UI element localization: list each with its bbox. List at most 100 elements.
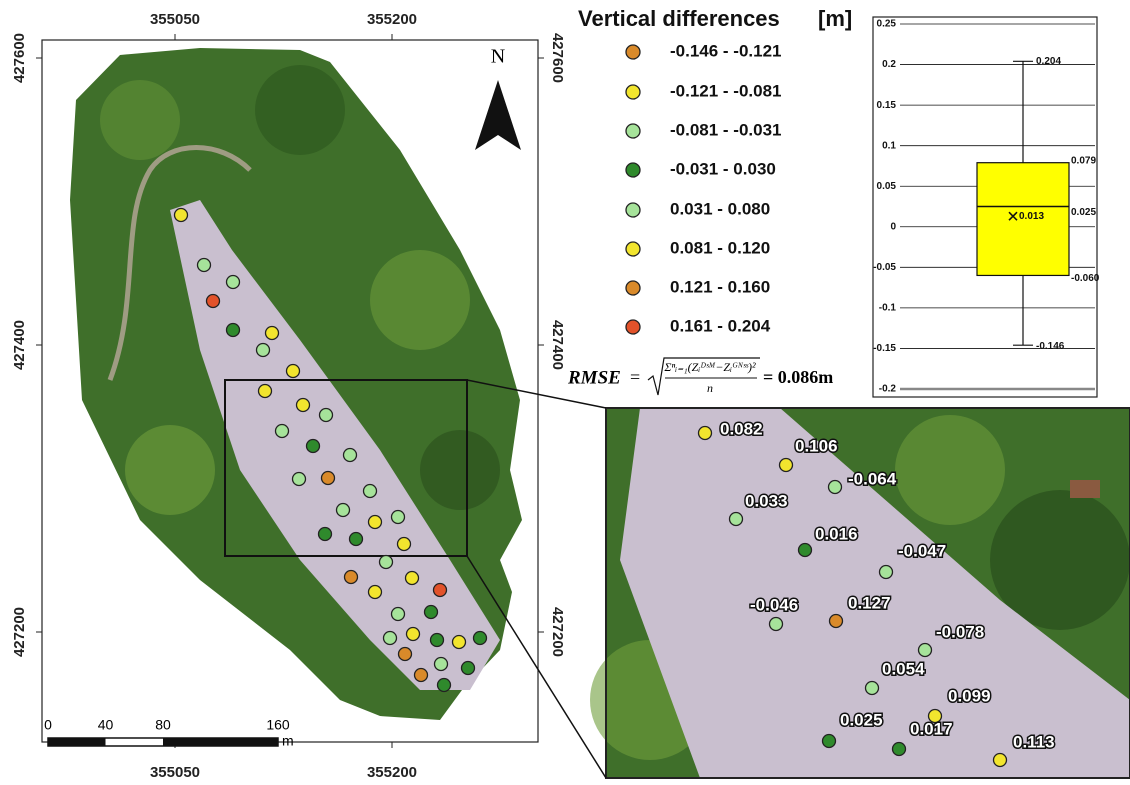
inset-point xyxy=(893,743,906,756)
max-label: 0.204 xyxy=(1036,56,1061,67)
inset-label: 0.025 xyxy=(840,710,883,729)
rmse-label: RMSE xyxy=(567,367,621,388)
x-coord-label: 355200 xyxy=(367,11,417,28)
y-tick-label: -0.2 xyxy=(879,384,897,395)
inset-label: -0.064 xyxy=(848,469,897,488)
canopy xyxy=(895,415,1005,525)
inset-label: 0.099 xyxy=(948,686,991,705)
y-tick-label: 0.25 xyxy=(877,19,897,30)
legend-label: 0.161 - 0.204 xyxy=(670,316,771,335)
y-tick-label: -0.05 xyxy=(873,262,896,273)
survey-point xyxy=(345,571,358,584)
legend-title: Vertical differences xyxy=(578,6,780,31)
inset-point xyxy=(699,427,712,440)
survey-point xyxy=(259,385,272,398)
y-coord-label: 427600 xyxy=(549,33,566,83)
y-tick-label: 0.15 xyxy=(877,100,897,111)
inset-label: 0.106 xyxy=(795,436,838,455)
inset-point xyxy=(730,513,743,526)
x-coord-label: 355200 xyxy=(367,764,417,781)
scale-segment xyxy=(48,738,106,746)
rmse-denominator: n xyxy=(707,381,713,395)
legend-label: 0.121 - 0.160 xyxy=(670,277,770,296)
legend-label: -0.121 - -0.081 xyxy=(670,81,782,100)
inset-label: 0.113 xyxy=(1013,732,1055,751)
inset-point xyxy=(866,682,879,695)
rmse-numerator: Σⁿᵢ₌₁(Zᵢᴰˢᴹ−Zᵢᴳᴺˢˢ)² xyxy=(663,360,756,374)
survey-point xyxy=(257,344,270,357)
survey-point xyxy=(453,636,466,649)
survey-point xyxy=(474,632,487,645)
legend-label: -0.081 - -0.031 xyxy=(670,120,782,139)
inset-point xyxy=(830,615,843,628)
legend-swatch xyxy=(626,85,640,99)
median-label: 0.025 xyxy=(1071,207,1096,218)
survey-point xyxy=(384,632,397,645)
y-tick-label: 0.2 xyxy=(882,59,896,70)
survey-point xyxy=(287,365,300,378)
legend-swatch xyxy=(626,281,640,295)
survey-point xyxy=(337,504,350,517)
inset-label: 0.082 xyxy=(720,419,763,438)
survey-point xyxy=(293,473,306,486)
inset-point xyxy=(770,618,783,631)
survey-point xyxy=(392,511,405,524)
scale-label: 40 xyxy=(98,717,114,733)
scale-label: 0 xyxy=(44,717,52,733)
survey-point xyxy=(364,485,377,498)
legend-swatch xyxy=(626,203,640,217)
y-coord-label: 427200 xyxy=(11,607,28,657)
inset-label: 0.054 xyxy=(882,659,925,678)
canopy xyxy=(125,425,215,515)
inset-point xyxy=(829,481,842,494)
inset-label: -0.078 xyxy=(936,622,984,641)
survey-point xyxy=(344,449,357,462)
y-coord-label: 427600 xyxy=(11,33,28,83)
survey-point xyxy=(266,327,279,340)
survey-point xyxy=(438,679,451,692)
scale-unit: m xyxy=(282,733,294,749)
scale-segment xyxy=(163,738,278,746)
survey-point xyxy=(319,528,332,541)
survey-point xyxy=(406,572,419,585)
legend-swatch xyxy=(626,163,640,177)
survey-point xyxy=(425,606,438,619)
hut xyxy=(1070,480,1100,498)
survey-point xyxy=(307,440,320,453)
canopy xyxy=(255,65,345,155)
y-tick-label: -0.15 xyxy=(873,343,896,354)
y-coord-label: 427200 xyxy=(549,607,566,657)
survey-point xyxy=(369,516,382,529)
survey-point xyxy=(207,295,220,308)
survey-point xyxy=(227,276,240,289)
survey-point xyxy=(407,628,420,641)
legend-label: 0.081 - 0.120 xyxy=(670,238,770,257)
north-label: N xyxy=(491,46,505,68)
q1-label: -0.060 xyxy=(1071,273,1100,284)
q3-label: 0.079 xyxy=(1071,155,1096,166)
x-coord-label: 355050 xyxy=(150,764,200,781)
scale-label: 160 xyxy=(266,717,290,733)
survey-point xyxy=(175,209,188,222)
canopy xyxy=(100,80,180,160)
inset-label: 0.033 xyxy=(745,491,788,510)
inset-label: -0.047 xyxy=(898,541,946,560)
inset-point xyxy=(880,566,893,579)
legend-swatch xyxy=(626,320,640,334)
rmse-equals: = xyxy=(630,367,640,387)
inset-point xyxy=(780,459,793,472)
survey-point xyxy=(415,669,428,682)
survey-point xyxy=(398,538,411,551)
survey-point xyxy=(392,608,405,621)
survey-point xyxy=(431,634,444,647)
survey-point xyxy=(198,259,211,272)
survey-point xyxy=(399,648,412,661)
legend-swatch xyxy=(626,242,640,256)
rmse-result: = 0.086m xyxy=(763,367,833,387)
y-tick-label: 0.1 xyxy=(882,140,896,151)
legend-label: -0.146 - -0.121 xyxy=(670,41,782,60)
x-coord-label: 355050 xyxy=(150,11,200,28)
min-label: -0.146 xyxy=(1036,341,1065,352)
inset-label: 0.127 xyxy=(848,593,891,612)
y-coord-label: 427400 xyxy=(11,320,28,370)
